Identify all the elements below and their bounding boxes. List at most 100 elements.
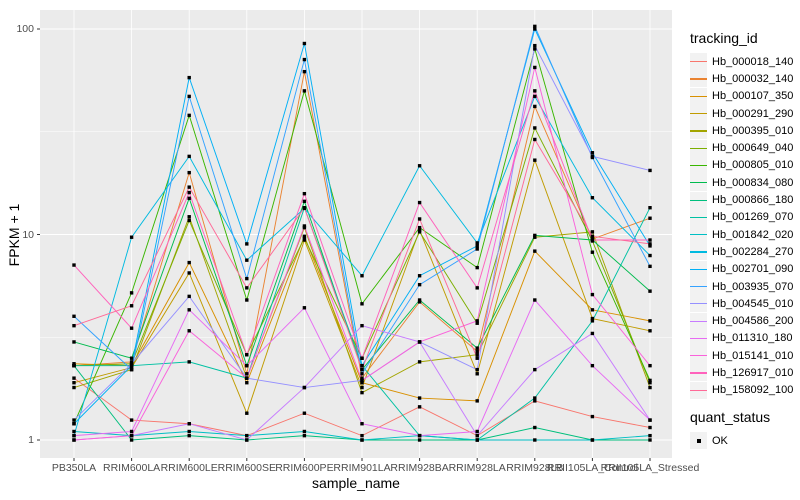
legend-line-swatch bbox=[690, 147, 707, 149]
data-point-marker bbox=[360, 390, 364, 395]
legend-key bbox=[690, 295, 707, 313]
data-point-marker bbox=[417, 230, 422, 234]
data-point-marker bbox=[72, 314, 76, 318]
legend-key bbox=[690, 364, 707, 382]
data-point-marker bbox=[475, 367, 479, 372]
legend-entry-Hb_000834_080: Hb_000834_080 bbox=[690, 174, 800, 192]
legend-key bbox=[690, 278, 707, 295]
legend-entry-Hb_001842_020: Hb_001842_020 bbox=[690, 226, 800, 244]
data-point-marker bbox=[533, 396, 537, 400]
legend-key bbox=[690, 243, 707, 261]
data-point-marker bbox=[590, 234, 595, 239]
data-point-marker bbox=[360, 433, 364, 438]
data-point-marker bbox=[302, 224, 307, 228]
legend-entry-quant-ok: OK bbox=[690, 432, 800, 450]
data-point-marker bbox=[475, 244, 479, 248]
legend-line-swatch bbox=[690, 372, 707, 374]
data-point-marker bbox=[475, 265, 479, 270]
data-point-marker bbox=[417, 228, 422, 232]
data-point-marker bbox=[417, 396, 422, 400]
legend-line-swatch bbox=[690, 320, 707, 322]
legend-label: Hb_004586_200 bbox=[712, 315, 794, 328]
data-point-marker bbox=[590, 196, 595, 200]
legend-entry-Hb_002284_270: Hb_002284_270 bbox=[690, 243, 800, 261]
data-point-marker bbox=[417, 200, 422, 205]
data-point-marker bbox=[475, 399, 479, 403]
data-point-marker bbox=[129, 291, 134, 295]
legend-entry-Hb_000018_140: Hb_000018_140 bbox=[690, 53, 800, 71]
data-point-marker bbox=[590, 414, 595, 419]
data-point-marker bbox=[648, 216, 652, 220]
data-point-marker bbox=[475, 321, 479, 325]
data-point-marker bbox=[648, 418, 652, 422]
data-point-marker bbox=[187, 329, 191, 333]
data-point-marker bbox=[417, 164, 422, 168]
data-point-marker bbox=[302, 206, 307, 210]
x-tick-label: RRIM928BA bbox=[390, 462, 449, 474]
data-point-marker bbox=[417, 298, 422, 302]
data-point-marker bbox=[187, 271, 191, 275]
data-point-marker bbox=[648, 168, 652, 173]
legend-line-swatch bbox=[690, 251, 707, 253]
data-point-marker bbox=[360, 438, 364, 442]
legend-line-swatch bbox=[690, 337, 707, 340]
data-point-marker bbox=[533, 399, 537, 403]
legend-label: Hb_000649_040 bbox=[712, 142, 794, 155]
data-point-marker bbox=[302, 191, 307, 196]
data-point-marker bbox=[360, 274, 364, 278]
data-point-marker bbox=[590, 319, 595, 323]
data-point-marker bbox=[302, 236, 307, 240]
data-point-marker bbox=[533, 249, 537, 253]
data-point-marker bbox=[417, 438, 422, 442]
legend-line-swatch bbox=[690, 286, 707, 288]
data-point-marker bbox=[360, 422, 364, 426]
legend-key bbox=[690, 226, 707, 244]
data-point-marker bbox=[302, 69, 307, 74]
data-point-marker bbox=[417, 360, 422, 364]
legend-label: Hb_003935_070 bbox=[712, 280, 794, 293]
data-point-marker bbox=[590, 250, 595, 254]
legend: tracking_id Hb_000018_140 Hb_000032_140 Hb… bbox=[690, 30, 800, 450]
legend-key bbox=[690, 208, 707, 226]
data-point-marker bbox=[72, 323, 76, 328]
data-point-marker bbox=[72, 385, 76, 390]
data-point-marker bbox=[417, 274, 422, 278]
data-point-marker bbox=[129, 304, 134, 308]
data-point-marker bbox=[590, 438, 595, 442]
data-point-marker bbox=[417, 433, 422, 438]
legend-label: Hb_126917_010 bbox=[712, 366, 794, 379]
data-point-marker bbox=[72, 263, 76, 267]
legend-key bbox=[690, 191, 707, 209]
data-point-marker bbox=[590, 316, 595, 321]
data-point-marker bbox=[245, 372, 249, 376]
legend-label: Hb_002284_270 bbox=[712, 245, 794, 258]
data-point-marker bbox=[245, 381, 249, 385]
data-point-marker bbox=[245, 258, 249, 262]
data-point-marker bbox=[129, 362, 134, 366]
data-point-marker bbox=[648, 433, 652, 438]
data-point-marker bbox=[648, 385, 652, 390]
data-point-marker bbox=[360, 378, 364, 383]
data-point-marker bbox=[245, 411, 249, 415]
data-point-marker bbox=[72, 422, 76, 426]
data-point-marker bbox=[475, 286, 479, 290]
x-tick-label: PB350LA bbox=[51, 462, 97, 474]
legend-key bbox=[690, 139, 707, 157]
y-tick-label: 10 bbox=[22, 228, 34, 241]
x-tick-label: RRIM600SE bbox=[217, 462, 276, 474]
legend-label: Hb_004545_010 bbox=[712, 297, 794, 310]
legend-line-swatch bbox=[690, 268, 707, 270]
data-point-marker bbox=[187, 218, 191, 223]
data-point-marker bbox=[533, 137, 537, 142]
data-point-marker bbox=[533, 233, 537, 238]
data-point-marker bbox=[533, 47, 537, 51]
data-point-marker bbox=[533, 158, 537, 162]
data-point-marker bbox=[648, 363, 652, 368]
data-point-marker bbox=[648, 244, 652, 248]
legend-entry-Hb_002701_090: Hb_002701_090 bbox=[690, 260, 800, 278]
legend-line-swatch bbox=[690, 61, 707, 63]
data-point-marker bbox=[245, 242, 249, 246]
data-point-marker bbox=[475, 353, 479, 357]
legend-label: Hb_002701_090 bbox=[712, 263, 794, 276]
